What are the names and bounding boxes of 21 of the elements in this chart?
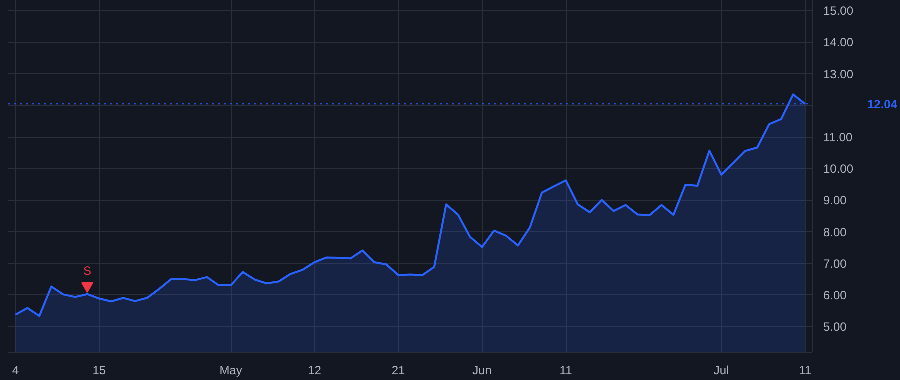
x-tick-label: 11	[799, 364, 812, 378]
x-tick-label: Jun	[472, 364, 492, 378]
x-tick-label: 11	[560, 364, 573, 378]
ref-line-label: 12.04	[868, 98, 898, 112]
y-tick-label: 15.00	[824, 4, 854, 18]
x-tick-label: 21	[392, 364, 406, 378]
annotation: S	[83, 264, 92, 278]
x-tick-label: 15	[92, 364, 106, 378]
y-tick-label: 6.00	[824, 288, 848, 302]
y-tick-label: 8.00	[824, 225, 848, 240]
y-tick-label: 11.00	[824, 130, 853, 145]
y-tick-label: 7.00	[824, 256, 848, 271]
x-tick-label: Jul	[714, 364, 730, 378]
y-tick-label: 14.00	[824, 36, 854, 50]
x-tick-label: 12	[308, 364, 322, 378]
y-tick-label: 13.00	[824, 67, 854, 82]
y-tick-label: 10.00	[824, 162, 854, 176]
y-tick-label: 5.00	[824, 320, 848, 334]
x-tick-label: 4	[12, 364, 20, 378]
x-tick-label: May	[220, 364, 242, 378]
y-tick-label: 9.00	[824, 194, 848, 208]
